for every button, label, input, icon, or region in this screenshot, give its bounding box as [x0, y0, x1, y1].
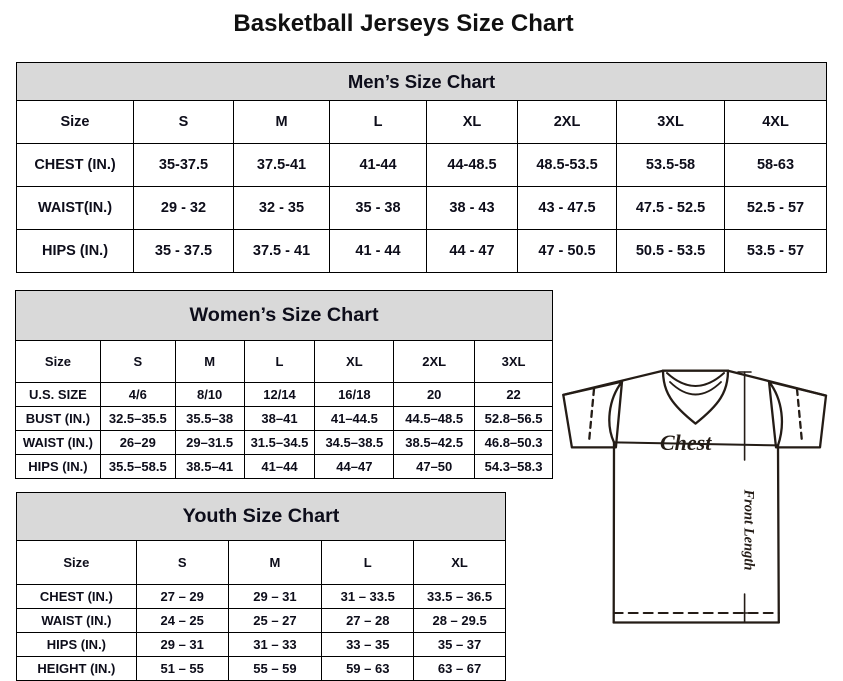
svg-text:Front Length: Front Length — [741, 489, 757, 571]
svg-text:Chest: Chest — [660, 430, 712, 455]
